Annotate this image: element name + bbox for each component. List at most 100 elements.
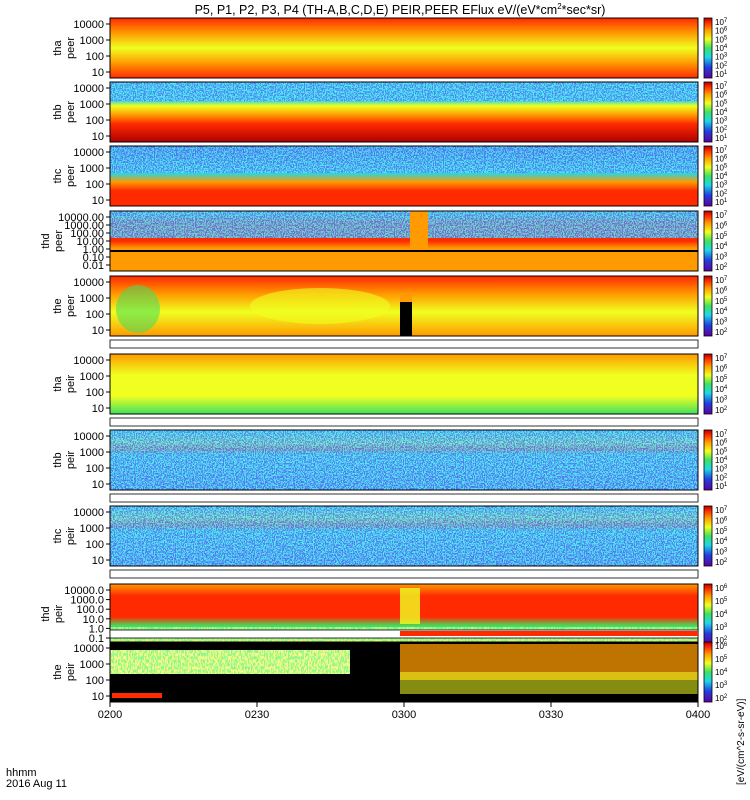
- colorbar-tick-label: 105: [715, 99, 728, 108]
- colorbar-tick-label: 104: [715, 44, 728, 53]
- feature: [250, 288, 390, 324]
- colorbar: [703, 17, 713, 79]
- chart-title: P5, P1, P2, P3, P4 (TH-A,B,C,D,E) PEIR,P…: [195, 2, 606, 17]
- colorbar-tick-label: 104: [715, 108, 728, 117]
- colorbar-tick-label: 106: [715, 439, 728, 448]
- x-tick-label: 0300: [392, 709, 416, 721]
- colorbar-tick-label: 107: [715, 430, 728, 439]
- y-tick-label: 0.10: [83, 252, 104, 264]
- noise-band: [110, 650, 350, 674]
- colorbar-tick-label: 107: [715, 506, 728, 515]
- colorbar-tick-label: 102: [715, 636, 728, 645]
- colorbar-tick-label: 106: [715, 286, 728, 295]
- panel-separator: [109, 339, 699, 349]
- panel-frame: [109, 17, 699, 79]
- colorbar-tick-label: 107: [715, 354, 728, 363]
- noise-band: [110, 506, 698, 533]
- colorbar-tick-label: 104: [715, 242, 728, 251]
- y-tick-label: 1000: [80, 523, 104, 535]
- colorbar-tick-label: 103: [715, 396, 728, 405]
- probe-label: the: [52, 298, 64, 313]
- y-axis-label: tha peir: [52, 374, 77, 393]
- panel-thc-peer: 10000 1000 100 10 thc peer 1011021031041051061…: [52, 145, 728, 207]
- colorbar-tick-label: 103: [715, 623, 728, 632]
- colorbar-tick-label: 103: [715, 548, 728, 557]
- y-tick-label: 10: [92, 403, 104, 415]
- probe-label: thb: [52, 452, 64, 467]
- panel-frame: [109, 505, 699, 567]
- colorbar-tick-label: 105: [715, 163, 728, 172]
- y-tick-label: 1000.0: [70, 595, 104, 607]
- feature: [400, 294, 412, 302]
- y-tick-label: 100: [86, 309, 104, 321]
- species-label: peer: [53, 230, 65, 252]
- colorbar: [703, 583, 713, 645]
- feature: [116, 285, 160, 333]
- colorbar-tick-label: 104: [715, 172, 728, 181]
- panel-frame: [109, 429, 699, 491]
- colorbar-tick-label: 106: [715, 91, 728, 100]
- y-tick-label: 1000: [80, 371, 104, 383]
- colorbar-tick-label: 103: [715, 253, 728, 262]
- colorbar-tick-label: 101: [715, 482, 728, 491]
- panel-frame: [109, 353, 699, 415]
- colorbar-tick-label: 105: [715, 232, 728, 241]
- x-tick-label: 0230: [245, 709, 269, 721]
- probe-label: the: [52, 664, 64, 679]
- species-label: peir: [65, 450, 77, 469]
- y-tick-label: 1000: [80, 163, 104, 175]
- feature: [410, 211, 428, 251]
- y-tick-label: 0.1: [89, 633, 104, 645]
- colorbar-tick-label: 107: [715, 82, 728, 91]
- y-tick-label: 10.00: [76, 236, 104, 248]
- colorbar-tick-label: 102: [715, 125, 728, 134]
- panel-frame: [109, 275, 699, 337]
- colorbar-tick-label: 105: [715, 527, 728, 536]
- y-tick-label: 10: [92, 691, 104, 703]
- y-tick-label: 100: [86, 675, 104, 687]
- panel-separator: [400, 631, 698, 636]
- y-tick-label: 10000: [73, 643, 104, 655]
- colorbar-tick-label: 104: [715, 610, 728, 619]
- y-tick-label: 10: [92, 131, 104, 143]
- noise-band: [110, 82, 698, 102]
- species-label: peir: [65, 662, 77, 681]
- species-label: peer: [65, 37, 77, 59]
- y-tick-label: 10000: [73, 507, 104, 519]
- colorbar-tick-label: 103: [715, 465, 728, 474]
- species-label: peer: [65, 165, 77, 187]
- feature: [400, 588, 420, 624]
- y-tick-label: 10: [92, 479, 104, 491]
- colorbar-tick-label: 104: [715, 668, 728, 677]
- colorbar-tick-label: 101: [715, 70, 728, 79]
- y-tick-label: 100: [86, 115, 104, 127]
- colorbar-tick-label: 105: [715, 597, 728, 606]
- y-tick-label: 1000.00: [64, 220, 104, 232]
- y-axis-label: thd peer: [40, 230, 65, 252]
- probe-label: thd: [40, 233, 52, 248]
- y-tick-label: 100: [86, 387, 104, 399]
- colorbar-tick-label: 103: [715, 117, 728, 126]
- y-tick-label: 10000: [73, 19, 104, 31]
- colorbar: [703, 641, 713, 703]
- colorbar-tick-label: 107: [715, 18, 728, 27]
- y-axis-label: thb peir: [52, 450, 77, 469]
- y-axis-label: thc peer: [52, 165, 77, 187]
- panel-separator: [109, 493, 699, 503]
- y-tick-label: 100: [86, 51, 104, 63]
- x-axis-caption: hhmm: [6, 767, 37, 779]
- colorbar-tick-label: 101: [715, 198, 728, 207]
- colorbar-tick-label: 106: [715, 516, 728, 525]
- y-tick-label: 100: [86, 179, 104, 191]
- noise-band: [110, 430, 698, 457]
- probe-label: thd: [40, 606, 52, 621]
- y-tick-label: 10: [92, 67, 104, 79]
- probe-label: thc: [52, 528, 64, 543]
- y-tick-label: 10: [92, 195, 104, 207]
- noise-band: [110, 533, 698, 566]
- y-axis-label: the peir: [52, 662, 77, 681]
- colorbar-tick-label: 106: [715, 221, 728, 230]
